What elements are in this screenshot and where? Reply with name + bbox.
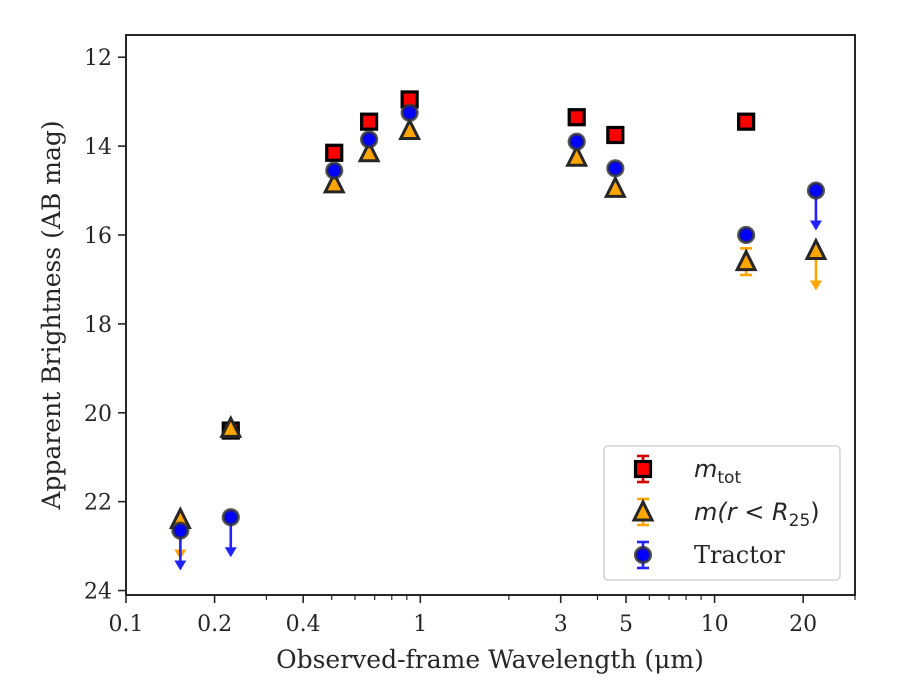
x-tick-label: 10 (701, 612, 729, 637)
data-point (357, 139, 381, 163)
data-point (360, 112, 379, 131)
series-square (221, 90, 756, 440)
plot-frame (125, 34, 856, 596)
data-point (606, 159, 625, 178)
x-tick-label: 5 (619, 612, 633, 637)
series-circle (171, 103, 826, 571)
data-point (806, 181, 826, 200)
upper-limit-arrow (809, 280, 822, 291)
data-point (737, 112, 756, 131)
marker-circle (325, 161, 344, 180)
data-point (565, 143, 589, 167)
marker-circle (171, 521, 190, 540)
legend-marker (631, 498, 655, 522)
x-tick-label: 1 (413, 612, 427, 637)
data-point (734, 248, 758, 272)
upper-limit-arrow (224, 547, 237, 558)
data-point (567, 132, 586, 151)
legend: mtot m(r < R25) Tractor (603, 445, 841, 581)
marker-square (360, 112, 379, 131)
marker-circle (360, 130, 379, 149)
x-tick-label: 0.2 (197, 612, 232, 637)
data-point (325, 143, 344, 162)
legend-label: m(r < R25) (694, 498, 820, 531)
legend-item: mtot (633, 454, 741, 488)
data-point (567, 108, 586, 127)
data-point (804, 237, 828, 261)
data-point (603, 174, 627, 198)
legend-label: Tractor (694, 541, 785, 569)
data-point (360, 130, 379, 149)
x-tick-label: 0.4 (286, 612, 321, 637)
upper-limit-arrow (174, 560, 187, 571)
y-tick-label: 22 (84, 491, 112, 516)
y-tick-label: 12 (84, 46, 112, 71)
data-point (171, 521, 190, 540)
marker-circle (806, 181, 826, 200)
marker-square (633, 459, 653, 479)
series-triangle (168, 117, 828, 560)
legend-box (603, 445, 841, 581)
data-point (325, 161, 344, 180)
marker-square (606, 125, 625, 145)
data-point (219, 414, 243, 438)
y-axis-label: Apparent Brightness (AB mag) (37, 120, 66, 510)
marker-circle (221, 508, 240, 527)
marker-square (325, 143, 344, 162)
x-tick-label: 20 (789, 612, 817, 637)
legend-marker (633, 459, 653, 479)
marker-square (567, 108, 586, 127)
data-point (322, 170, 346, 194)
data-point (737, 225, 756, 245)
marker-circle (567, 132, 586, 151)
x-axis-label: Observed-frame Wavelength (μm) (276, 645, 704, 674)
data-points (168, 90, 828, 571)
y-tick-label: 14 (84, 135, 112, 160)
legend-item: Tractor (633, 540, 785, 570)
y-tick-label: 18 (84, 313, 112, 338)
legend-item: m(r < R25) (631, 497, 820, 531)
x-tick-label: 0.1 (109, 612, 144, 637)
data-point (606, 125, 625, 145)
marker-circle (400, 103, 419, 122)
data-point (400, 103, 419, 122)
x-tick-label: 3 (554, 612, 568, 637)
data-point (221, 508, 240, 527)
marker-circle (737, 225, 756, 245)
data-point (398, 117, 422, 141)
marker-circle (633, 545, 653, 565)
marker-circle (606, 159, 625, 178)
upper-limit-arrow (809, 220, 822, 231)
legend-marker (633, 545, 653, 565)
marker-square (737, 112, 756, 131)
y-tick-label: 24 (84, 580, 112, 605)
legend-label: mtot (694, 455, 741, 488)
axis-ticks: 0.1 0.2 0.4 1 3 5 10 20 12 14 16 18 20 22 24 (84, 46, 856, 637)
y-tick-label: 20 (84, 402, 112, 427)
y-tick-label: 16 (84, 224, 112, 249)
